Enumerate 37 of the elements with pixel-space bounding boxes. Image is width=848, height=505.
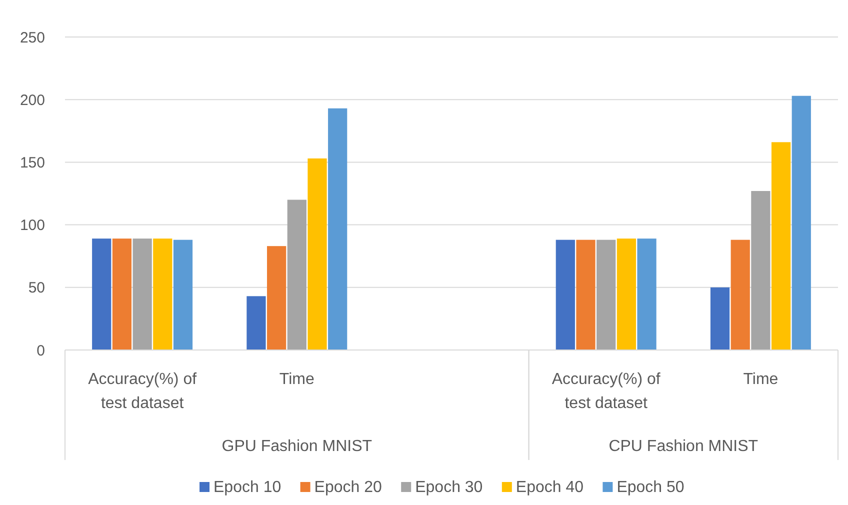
y-tick-label: 150 xyxy=(20,154,45,172)
bar xyxy=(771,142,791,350)
bar xyxy=(266,246,286,350)
x-tick-label: Time xyxy=(279,371,314,388)
legend-label: Epoch 50 xyxy=(616,479,684,496)
bar xyxy=(287,200,306,350)
y-tick-label: 200 xyxy=(20,92,45,109)
x-tick-label: Time xyxy=(743,371,778,388)
legend-label: Epoch 40 xyxy=(516,479,584,496)
bar xyxy=(710,287,730,350)
bar xyxy=(576,240,596,350)
bar xyxy=(112,238,132,350)
bar xyxy=(173,240,193,350)
bar xyxy=(556,240,575,350)
y-tick-label: 250 xyxy=(20,29,45,46)
y-tick-label: 0 xyxy=(36,342,45,360)
legend-label: Epoch 10 xyxy=(214,479,282,496)
x-tick-label: Accuracy(%) of test dataset xyxy=(88,371,198,412)
bar xyxy=(153,238,172,350)
bar xyxy=(637,238,656,350)
bar xyxy=(751,190,770,350)
y-tick-label: 100 xyxy=(20,217,45,234)
bar xyxy=(132,238,152,350)
bar xyxy=(308,158,327,350)
y-tick-label: 50 xyxy=(28,280,45,297)
bar xyxy=(328,108,348,350)
text: CPU Fashion MNIST xyxy=(608,438,758,455)
x-tick-label: Accuracy(%) of test dataset xyxy=(552,371,661,412)
bar xyxy=(246,296,266,350)
bar xyxy=(92,238,112,350)
text: GPU Fashion MNIST xyxy=(222,438,372,455)
bar xyxy=(792,96,811,350)
legend-label: Epoch 20 xyxy=(314,479,382,496)
bar xyxy=(616,238,636,350)
bar xyxy=(596,240,616,350)
legend-label: Epoch 30 xyxy=(415,479,483,496)
bar xyxy=(730,240,750,350)
